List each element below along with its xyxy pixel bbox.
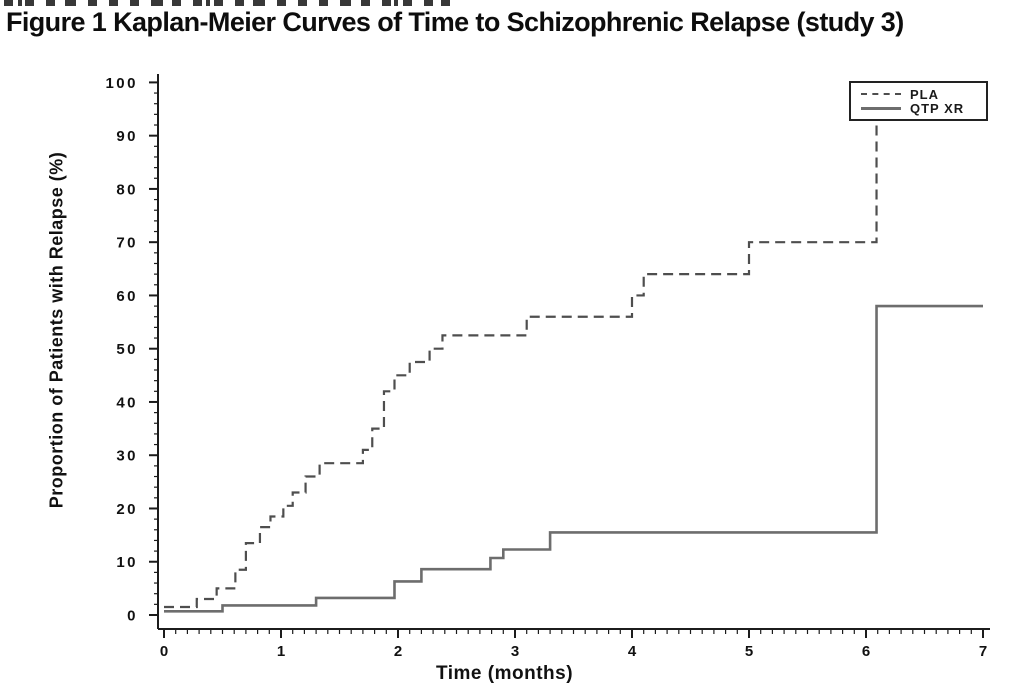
legend: PLA QTP XR bbox=[849, 81, 988, 121]
x-tick-label: 3 bbox=[511, 643, 519, 660]
x-tick-label: 1 bbox=[277, 643, 285, 660]
y-tick-label: 80 bbox=[116, 181, 138, 198]
x-tick-label: 2 bbox=[394, 643, 402, 660]
qtpxr-curve bbox=[164, 304, 983, 613]
legend-label-qtpxr: QTP XR bbox=[910, 101, 965, 117]
y-tick-label: 20 bbox=[116, 501, 138, 518]
figure-title: Figure 1 Kaplan-Meier Curves of Time to … bbox=[6, 7, 904, 37]
y-tick-label: 30 bbox=[116, 448, 138, 465]
qtpxr-solid-line-sample bbox=[861, 107, 901, 111]
x-tick-label: 6 bbox=[862, 643, 870, 660]
y-tick-label: 90 bbox=[116, 128, 138, 145]
x-tick-label: 7 bbox=[979, 643, 987, 660]
y-tick-label: 10 bbox=[116, 554, 138, 571]
x-tick-label: 0 bbox=[160, 643, 168, 660]
x-tick-label: 4 bbox=[628, 643, 637, 660]
y-tick-label: 60 bbox=[116, 288, 138, 305]
x-tick-label: 5 bbox=[745, 643, 753, 660]
pla-dashed-line-sample bbox=[861, 93, 901, 96]
y-axis-title: Proportion of Patients with Relapse (%) bbox=[46, 151, 67, 509]
legend-item-pla: PLA bbox=[861, 87, 978, 102]
y-tick-label: 40 bbox=[116, 394, 138, 411]
y-tick-label: 70 bbox=[116, 235, 138, 252]
legend-item-qtpxr: QTP XR bbox=[861, 102, 978, 117]
legend-label-pla: PLA bbox=[910, 86, 939, 102]
y-tick-label: 100 bbox=[105, 75, 138, 92]
x-axis-title: Time (months) bbox=[436, 663, 574, 684]
pla-curve bbox=[164, 125, 878, 609]
cropped-text-remnant bbox=[4, 0, 450, 6]
y-tick-label: 50 bbox=[116, 341, 138, 358]
y-tick-label: 0 bbox=[127, 608, 138, 625]
